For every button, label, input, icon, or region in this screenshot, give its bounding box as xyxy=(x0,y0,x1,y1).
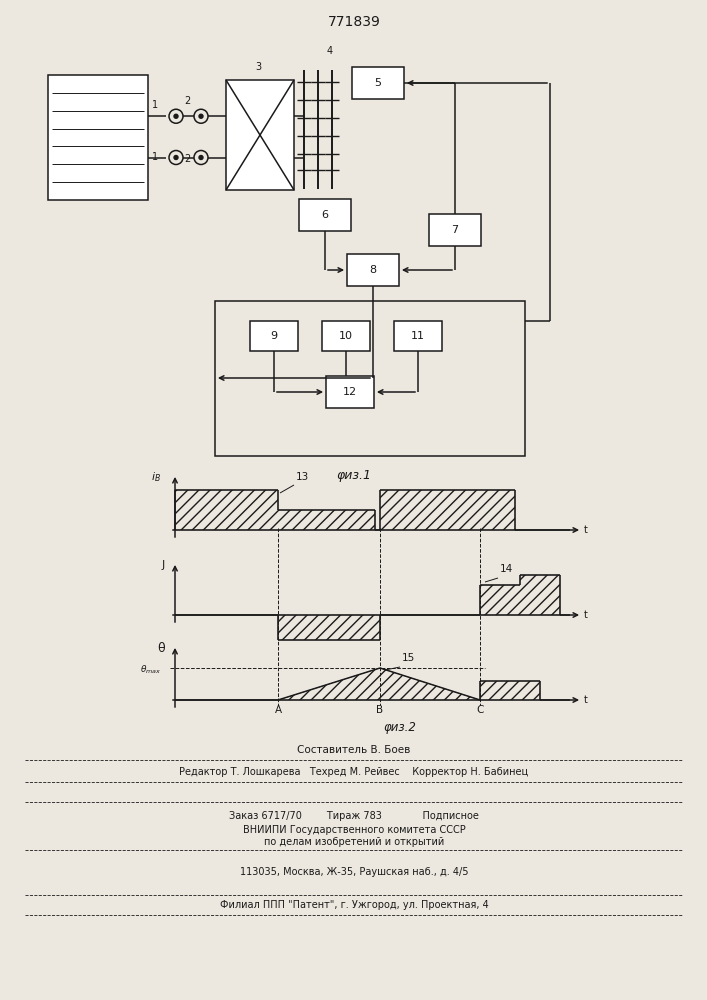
Bar xyxy=(215,301,525,456)
Bar xyxy=(299,199,351,231)
Bar xyxy=(352,67,404,99)
Text: 2: 2 xyxy=(184,153,190,163)
Text: t: t xyxy=(584,695,588,705)
Text: 1: 1 xyxy=(152,151,158,161)
Text: 4: 4 xyxy=(327,46,333,56)
Text: Заказ 6717/70        Тираж 783             Подписное: Заказ 6717/70 Тираж 783 Подписное xyxy=(229,811,479,821)
Text: 14: 14 xyxy=(500,564,513,574)
Text: $i_B$: $i_B$ xyxy=(151,470,161,484)
Text: Составитель В. Боев: Составитель В. Боев xyxy=(298,745,411,755)
Text: 3: 3 xyxy=(255,62,261,72)
Text: A: A xyxy=(274,705,281,715)
Bar xyxy=(326,376,374,408)
Text: 11: 11 xyxy=(411,331,425,341)
Circle shape xyxy=(199,155,203,159)
Text: ВНИИПИ Государственного комитета СССР: ВНИИПИ Государственного комитета СССР xyxy=(243,825,465,835)
Text: 5: 5 xyxy=(375,78,382,88)
Text: 9: 9 xyxy=(271,331,278,341)
Bar xyxy=(347,254,399,286)
Bar xyxy=(226,80,294,190)
Bar xyxy=(48,75,148,200)
Text: B: B xyxy=(376,705,384,715)
Text: Редактор Т. Лошкарева   Техред М. Рейвес    Корректор Н. Бабинец: Редактор Т. Лошкарева Техред М. Рейвес К… xyxy=(180,767,529,777)
Text: t: t xyxy=(584,525,588,535)
Text: 15: 15 xyxy=(402,653,415,663)
Circle shape xyxy=(199,114,203,118)
Text: 6: 6 xyxy=(322,210,329,220)
Text: $\theta_{max}$: $\theta_{max}$ xyxy=(140,664,161,676)
Text: 7: 7 xyxy=(452,225,459,235)
Text: φиз.1: φиз.1 xyxy=(337,470,371,483)
Text: 113035, Москва, Ж-35, Раушская наб., д. 4/5: 113035, Москва, Ж-35, Раушская наб., д. … xyxy=(240,867,468,877)
Text: 10: 10 xyxy=(339,331,353,341)
Text: 1: 1 xyxy=(152,100,158,110)
Bar xyxy=(322,321,370,351)
Bar xyxy=(429,214,481,246)
Text: 771839: 771839 xyxy=(327,15,380,29)
Text: t: t xyxy=(584,610,588,620)
Text: J: J xyxy=(162,560,165,570)
Text: θ: θ xyxy=(158,642,165,654)
Text: φиз.2: φиз.2 xyxy=(384,722,416,734)
Text: C: C xyxy=(477,705,484,715)
Text: 8: 8 xyxy=(370,265,377,275)
Text: 12: 12 xyxy=(343,387,357,397)
Text: по делам изобретений и открытий: по делам изобретений и открытий xyxy=(264,837,444,847)
Bar xyxy=(250,321,298,351)
Text: Филиал ППП "Патент", г. Ужгород, ул. Проектная, 4: Филиал ППП "Патент", г. Ужгород, ул. Про… xyxy=(220,900,489,910)
Text: 13: 13 xyxy=(296,472,309,482)
Circle shape xyxy=(174,114,178,118)
Bar xyxy=(394,321,442,351)
Text: 2: 2 xyxy=(184,96,190,106)
Circle shape xyxy=(174,155,178,159)
